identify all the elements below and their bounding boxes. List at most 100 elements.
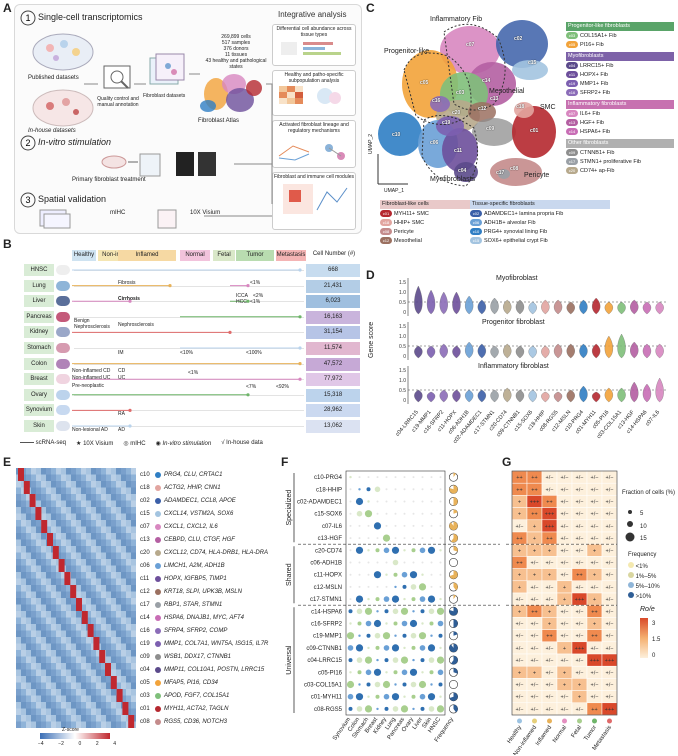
heatmap-cell xyxy=(116,578,121,585)
roe-cell-text: +/− xyxy=(576,500,584,506)
dotplot-dot xyxy=(376,476,379,479)
heatmap-cell xyxy=(111,572,116,579)
roe-cell-text: +/− xyxy=(606,487,614,493)
legend-cluster-label: PI16+ Fib xyxy=(580,42,604,48)
heatmap-cell xyxy=(61,650,66,657)
heatmap-cell xyxy=(71,468,76,475)
heatmap-cell xyxy=(21,669,26,676)
b-connector-dot xyxy=(298,362,302,366)
umap-cluster-c20: c20 xyxy=(452,110,461,116)
violin-c01-MYH11 xyxy=(592,343,601,359)
heatmap-cell xyxy=(56,572,61,579)
heatmap-cell xyxy=(16,533,21,540)
dotplot-row-label: c12-MSLN xyxy=(314,585,342,591)
violin-c12-MSLN xyxy=(566,389,575,403)
heatmap-cell xyxy=(91,708,96,715)
heatmap-cell xyxy=(81,598,86,605)
heatmap-cell xyxy=(81,546,86,553)
heatmap-cell xyxy=(41,715,46,722)
dotplot-dot xyxy=(412,658,415,662)
heatmap-cell xyxy=(96,591,101,598)
heatmap-cell xyxy=(116,474,121,481)
heatmap-cell xyxy=(111,539,116,546)
heatmap-cell xyxy=(101,604,106,611)
b-header-tumor: Tumor xyxy=(236,250,274,261)
heatmap-cell xyxy=(91,585,96,592)
dotplot-dot xyxy=(430,476,433,479)
heatmap-cell xyxy=(71,702,76,709)
heatmap-cell xyxy=(21,572,26,579)
umap-cluster-c10: c10 xyxy=(392,132,401,138)
heatmap-cell xyxy=(96,669,101,676)
roe-cell-text: +++ xyxy=(605,658,615,664)
heatmap-cell xyxy=(106,695,111,702)
marker-row-dot xyxy=(155,602,161,608)
heatmap-cell xyxy=(71,474,76,481)
heatmap-cell xyxy=(61,624,66,631)
heatmap-cell xyxy=(66,682,71,689)
heatmap-cell xyxy=(21,578,26,585)
heatmap-cell xyxy=(21,481,26,488)
heatmap-cell xyxy=(41,533,46,540)
umap-cluster-c08: c08 xyxy=(510,166,519,172)
violin-c03-COL15A1 xyxy=(617,333,626,359)
heatmap-cell xyxy=(51,630,56,637)
dotplot-row-label: c13-HGF xyxy=(318,536,343,542)
heatmap-cell xyxy=(26,585,31,592)
heatmap-cell xyxy=(66,611,71,618)
roe-cell-text: ++ xyxy=(531,609,537,615)
heatmap-cell xyxy=(106,559,111,566)
frequency-pie-slice xyxy=(449,607,458,616)
heatmap-cell xyxy=(131,591,136,598)
heatmap-cell xyxy=(46,637,51,644)
dotplot-dot xyxy=(430,512,433,515)
integrative-title: Integrative analysis xyxy=(278,10,347,19)
heatmap-cell xyxy=(96,676,101,683)
b-tissue-label: Kidney xyxy=(24,326,54,339)
roe-col-dot xyxy=(577,718,582,724)
umap-cluster-c13: c13 xyxy=(490,96,499,102)
pct-colon: <1% xyxy=(188,370,199,376)
cluster-blob-c02 xyxy=(496,20,548,68)
dotplot-dot xyxy=(409,668,418,676)
roe-cell-text: +/− xyxy=(606,561,614,567)
roe-col-dot xyxy=(592,718,597,724)
dotplot-dot xyxy=(376,610,379,613)
heatmap-cell xyxy=(121,689,126,696)
zscore-ticks: −4 −2 0 2 4 xyxy=(38,741,116,747)
heatmap-cell xyxy=(96,513,101,520)
heatmap-cell xyxy=(76,546,81,553)
heatmap-cell xyxy=(16,598,21,605)
dotplot-dot xyxy=(391,693,400,701)
heatmap-cell xyxy=(36,630,41,637)
heatmap-cell xyxy=(126,474,131,481)
marker-row-dot xyxy=(155,524,161,530)
dotplot-dot xyxy=(373,668,382,676)
legend-cluster-badge: c02 xyxy=(470,210,482,218)
heatmap-cell xyxy=(41,539,46,546)
heatmap-block-c17 xyxy=(76,598,82,611)
annot-noninflamed-cd: Non-inflamed CD xyxy=(72,368,111,374)
heatmap-cell xyxy=(91,663,96,670)
heatmap-cell xyxy=(31,611,36,618)
heatmap-cell xyxy=(66,507,71,514)
dotplot-dot xyxy=(358,683,361,686)
heatmap-cell xyxy=(16,507,21,514)
dotplot-dot xyxy=(385,524,388,527)
heatmap-cell xyxy=(61,546,66,553)
heatmap-cell xyxy=(41,494,46,501)
heatmap-cell xyxy=(41,689,46,696)
heatmap-cell xyxy=(96,585,101,592)
box-lineage-label: Activated fibroblast lineage and regulat… xyxy=(279,122,349,134)
heatmap-cell xyxy=(116,507,121,514)
dotplot-dot xyxy=(365,620,372,627)
dotplot-dot xyxy=(376,512,379,515)
heatmap-cell xyxy=(86,604,91,611)
heatmap-cell xyxy=(21,663,26,670)
atlas-label: Fibroblast Atlas xyxy=(198,118,240,124)
dotplot-dot xyxy=(348,658,353,663)
heatmap-cell xyxy=(16,624,21,631)
heatmap-cell xyxy=(91,572,96,579)
heatmap-cell xyxy=(66,598,71,605)
roe-cell-text: ++ xyxy=(516,487,522,493)
